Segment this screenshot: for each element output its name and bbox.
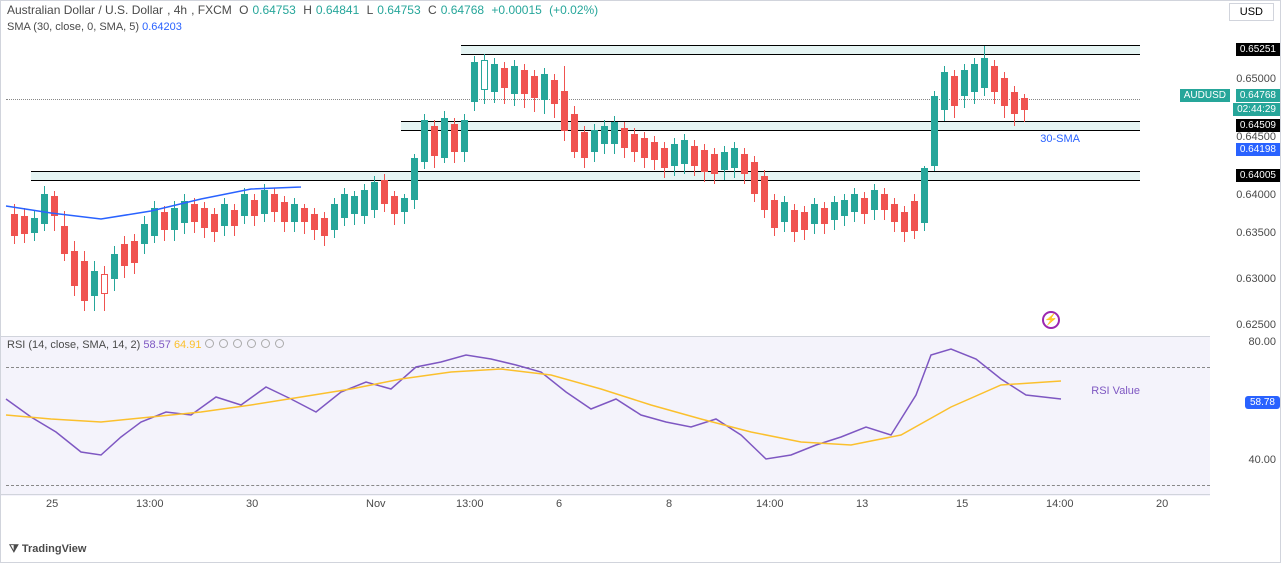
price-tick: 0.65000: [1236, 73, 1276, 85]
rsi-tick: 80.00: [1248, 336, 1276, 348]
ohlc-o-label: O: [239, 3, 248, 17]
time-tick: 14:00: [756, 498, 784, 510]
price-tick: 0.63000: [1236, 273, 1276, 285]
time-tick: 13:00: [456, 498, 484, 510]
ohlc-c-label: C: [428, 3, 437, 17]
time-tick: 25: [46, 498, 58, 510]
time-tick: 13: [856, 498, 868, 510]
symbol-name[interactable]: Australian Dollar / U.S. Dollar: [7, 3, 163, 17]
bolt-icon[interactable]: ⚡: [1042, 311, 1060, 329]
price-tick: 0.64500: [1236, 131, 1276, 143]
chart-container: Australian Dollar / U.S. Dollar, 4h, FXC…: [0, 0, 1281, 563]
time-axis[interactable]: 25 13:00 30 Nov 13:00 6 8 14:00 13 15 14:00 20: [1, 494, 1210, 514]
sma-legend[interactable]: SMA (30, close, 0, SMA, 5) 0.64203: [7, 21, 182, 33]
price-chart[interactable]: 30-SMA ⚡: [1, 1, 1210, 336]
countdown-tag: 02:44:29: [1233, 103, 1280, 116]
tradingview-logo[interactable]: ⧩ TradingView: [9, 542, 86, 556]
price-tick: 0.62500: [1236, 319, 1276, 331]
time-tick: 13:00: [136, 498, 164, 510]
chart-header: Australian Dollar / U.S. Dollar, 4h, FXC…: [7, 3, 602, 17]
time-tick: 14:00: [1046, 498, 1074, 510]
broker: FXCM: [198, 3, 232, 17]
price-axis[interactable]: 0.65000 0.64500 0.64000 0.63500 0.63000 0.625…: [1210, 1, 1280, 496]
rsi-plot: [1, 337, 1210, 496]
current-price-tag: 0.64768: [1236, 89, 1280, 102]
ohlc-l-label: L: [367, 3, 374, 17]
timeframe[interactable]: 4h: [174, 3, 187, 17]
rsi-tick: 40.00: [1248, 454, 1276, 466]
zone-price-tag: 0.64509: [1236, 119, 1280, 132]
ohlc-c: 0.64768: [441, 3, 484, 17]
time-tick: 30: [246, 498, 258, 510]
rsi-value-tag: 58.78: [1245, 396, 1280, 409]
time-tick: Nov: [366, 498, 386, 510]
price-tick: 0.63500: [1236, 227, 1276, 239]
change-abs: +0.00015: [491, 3, 541, 17]
time-tick: 20: [1156, 498, 1168, 510]
ohlc-l: 0.64753: [377, 3, 420, 17]
rsi-panel[interactable]: RSI (14, close, SMA, 14, 2) 58.57 64.91 …: [1, 336, 1210, 496]
time-tick: 15: [956, 498, 968, 510]
zone-price-tag: 0.65251: [1236, 43, 1280, 56]
price-tick: 0.64000: [1236, 189, 1276, 201]
rsi-annotation: RSI Value: [1091, 385, 1140, 397]
sma-price-tag: 0.64198: [1236, 143, 1280, 156]
sma-value: 0.64203: [142, 21, 182, 33]
ohlc-h: 0.64841: [316, 3, 359, 17]
sma-annotation: 30-SMA: [1040, 133, 1080, 145]
zone-price-tag: 0.64005: [1236, 169, 1280, 182]
change-pct: (+0.02%): [549, 3, 598, 17]
time-tick: 8: [666, 498, 672, 510]
candle-area[interactable]: [6, 36, 1210, 336]
time-tick: 6: [556, 498, 562, 510]
symbol-tag: AUDUSD: [1180, 89, 1230, 102]
sma-label: SMA (30, close, 0, SMA, 5): [7, 21, 139, 33]
ohlc-o: 0.64753: [252, 3, 295, 17]
ohlc-h-label: H: [303, 3, 312, 17]
